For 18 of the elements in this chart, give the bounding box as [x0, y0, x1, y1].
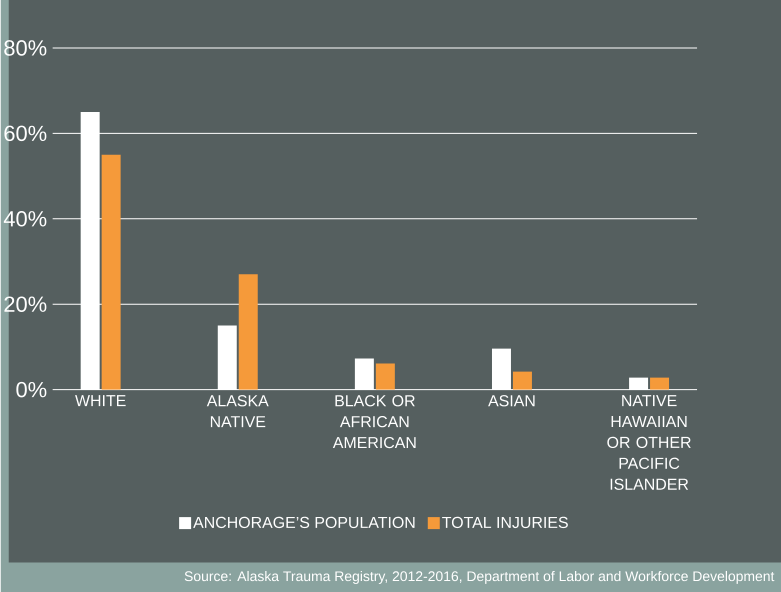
y-tick-label: 0%: [16, 382, 46, 398]
x-tick-label: WHITE: [75, 394, 126, 406]
bar: [376, 363, 395, 390]
y-tick-label: 60%: [4, 125, 46, 141]
x-tick-label: ALASKA NATIVE: [206, 394, 269, 427]
x-tick-label: ASIAN: [488, 394, 535, 406]
y-tick-label: 20%: [4, 296, 46, 312]
source-note: Source: Alaska Trauma Registry, 2012-2016, Department of Labor and Workforce Development: [184, 570, 774, 584]
legend-label: ANCHORAGE’S POPULATION: [193, 516, 414, 528]
legend-label: TOTAL INJURIES: [442, 516, 568, 528]
bar: [238, 274, 258, 390]
x-tick-label: BLACK OR AFRICAN AMERICAN: [332, 394, 416, 448]
bar: [650, 377, 670, 390]
y-tick-label: 40%: [4, 210, 46, 226]
bar: [102, 154, 121, 390]
x-tick-label: NATIVE HAWAIIAN OR OTHER PACIFIC ISLANDER: [607, 394, 691, 490]
bar: [512, 371, 532, 390]
y-tick-label: 80%: [4, 40, 46, 56]
